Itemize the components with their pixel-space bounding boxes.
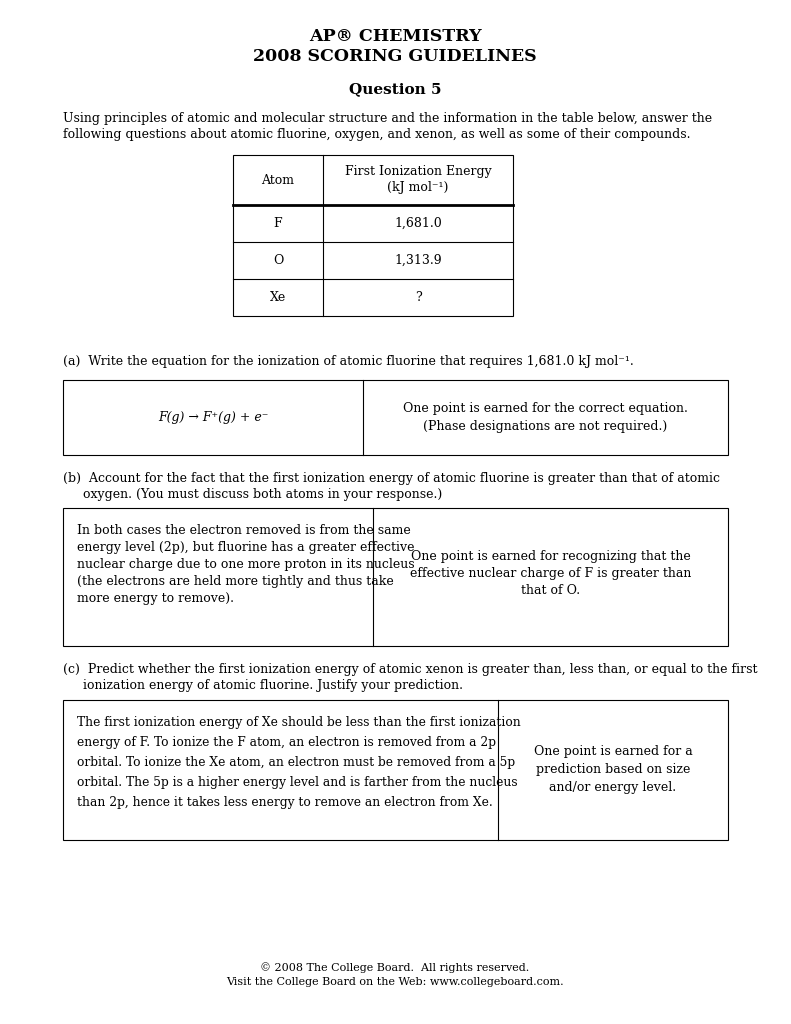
Text: 1,681.0: 1,681.0 <box>394 217 442 230</box>
Text: F: F <box>274 217 282 230</box>
Text: that of O.: that of O. <box>521 584 580 597</box>
Text: following questions about atomic fluorine, oxygen, and xenon, as well as some of: following questions about atomic fluorin… <box>63 128 691 141</box>
Bar <box>233 155 513 316</box>
Text: © 2008 The College Board.  All rights reserved.: © 2008 The College Board. All rights res… <box>260 962 530 973</box>
Text: effective nuclear charge of F is greater than: effective nuclear charge of F is greater… <box>410 567 691 580</box>
Text: nuclear charge due to one more proton in its nucleus: nuclear charge due to one more proton in… <box>77 558 414 571</box>
Text: Question 5: Question 5 <box>349 82 441 96</box>
Bar <box>63 380 728 455</box>
Text: First Ionization Energy: First Ionization Energy <box>345 165 491 178</box>
Text: (the electrons are held more tightly and thus take: (the electrons are held more tightly and… <box>77 575 394 588</box>
Text: (a)  Write the equation for the ionization of atomic fluorine that requires 1,68: (a) Write the equation for the ionizatio… <box>63 355 634 368</box>
Text: O: O <box>273 254 283 267</box>
Text: more energy to remove).: more energy to remove). <box>77 592 234 605</box>
Text: prediction based on size: prediction based on size <box>536 763 691 776</box>
Text: 1,313.9: 1,313.9 <box>394 254 442 267</box>
Text: orbital. The 5p is a higher energy level and is farther from the nucleus: orbital. The 5p is a higher energy level… <box>77 776 517 790</box>
Text: orbital. To ionize the Xe atom, an electron must be removed from a 5p: orbital. To ionize the Xe atom, an elect… <box>77 756 515 769</box>
Text: Visit the College Board on the Web: www.collegeboard.com.: Visit the College Board on the Web: www.… <box>226 977 564 987</box>
Text: Atom: Atom <box>262 173 294 186</box>
Text: Using principles of atomic and molecular structure and the information in the ta: Using principles of atomic and molecular… <box>63 112 712 125</box>
Text: (kJ mol⁻¹): (kJ mol⁻¹) <box>388 181 448 194</box>
Text: and/or energy level.: and/or energy level. <box>550 781 676 794</box>
Text: AP® CHEMISTRY: AP® CHEMISTRY <box>308 28 481 45</box>
Bar <box>63 508 728 646</box>
Text: (c)  Predict whether the first ionization energy of atomic xenon is greater than: (c) Predict whether the first ionization… <box>63 663 758 676</box>
Text: (Phase designations are not required.): (Phase designations are not required.) <box>423 420 668 433</box>
Text: oxygen. (You must discuss both atoms in your response.): oxygen. (You must discuss both atoms in … <box>63 488 442 501</box>
Text: (b)  Account for the fact that the first ionization energy of atomic fluorine is: (b) Account for the fact that the first … <box>63 472 720 485</box>
Text: One point is earned for the correct equation.: One point is earned for the correct equa… <box>403 402 688 415</box>
Text: ionization energy of atomic fluorine. Justify your prediction.: ionization energy of atomic fluorine. Ju… <box>63 679 463 692</box>
Text: than 2p, hence it takes less energy to remove an electron from Xe.: than 2p, hence it takes less energy to r… <box>77 796 493 809</box>
Text: F(g) → F⁺(g) + e⁻: F(g) → F⁺(g) + e⁻ <box>158 411 268 424</box>
Text: energy level (2p), but fluorine has a greater effective: energy level (2p), but fluorine has a gr… <box>77 541 414 554</box>
Bar <box>63 700 728 840</box>
Text: In both cases the electron removed is from the same: In both cases the electron removed is fr… <box>77 524 411 537</box>
Text: ?: ? <box>414 291 422 304</box>
Text: Xe: Xe <box>270 291 286 304</box>
Text: One point is earned for recognizing that the: One point is earned for recognizing that… <box>411 550 691 563</box>
Text: 2008 SCORING GUIDELINES: 2008 SCORING GUIDELINES <box>253 48 537 65</box>
Text: energy of F. To ionize the F atom, an electron is removed from a 2p: energy of F. To ionize the F atom, an el… <box>77 736 496 749</box>
Text: The first ionization energy of Xe should be less than the first ionization: The first ionization energy of Xe should… <box>77 716 520 729</box>
Text: One point is earned for a: One point is earned for a <box>534 745 692 758</box>
